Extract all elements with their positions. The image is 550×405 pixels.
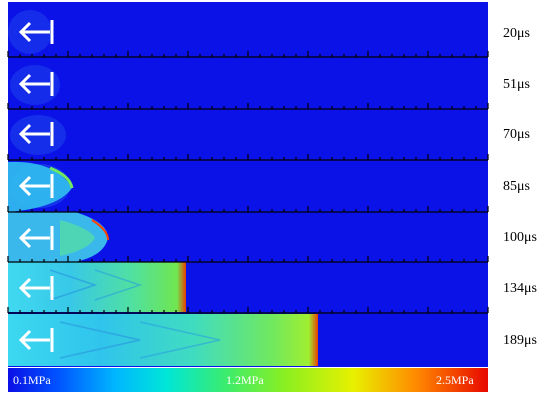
time-label-85us: 85μs [503,179,530,194]
colorbar-mid-label: 1.2MPa [226,373,264,387]
time-label-20us: 20μs [503,26,530,41]
time-label-189us: 189μs [503,333,537,348]
time-label-51us: 51μs [503,77,530,92]
jet-100us [8,212,109,262]
colorbar-min-label: 0.1MPa [13,373,51,387]
time-label-134us: 134μs [503,281,537,296]
time-label-100us: 100μs [503,230,537,245]
pressure-colorbar [8,368,488,392]
time-label-70us: 70μs [503,127,530,142]
colorbar-max-label: 2.5MPa [436,373,474,387]
panel-separators [7,51,489,314]
jet-189us [8,314,318,366]
